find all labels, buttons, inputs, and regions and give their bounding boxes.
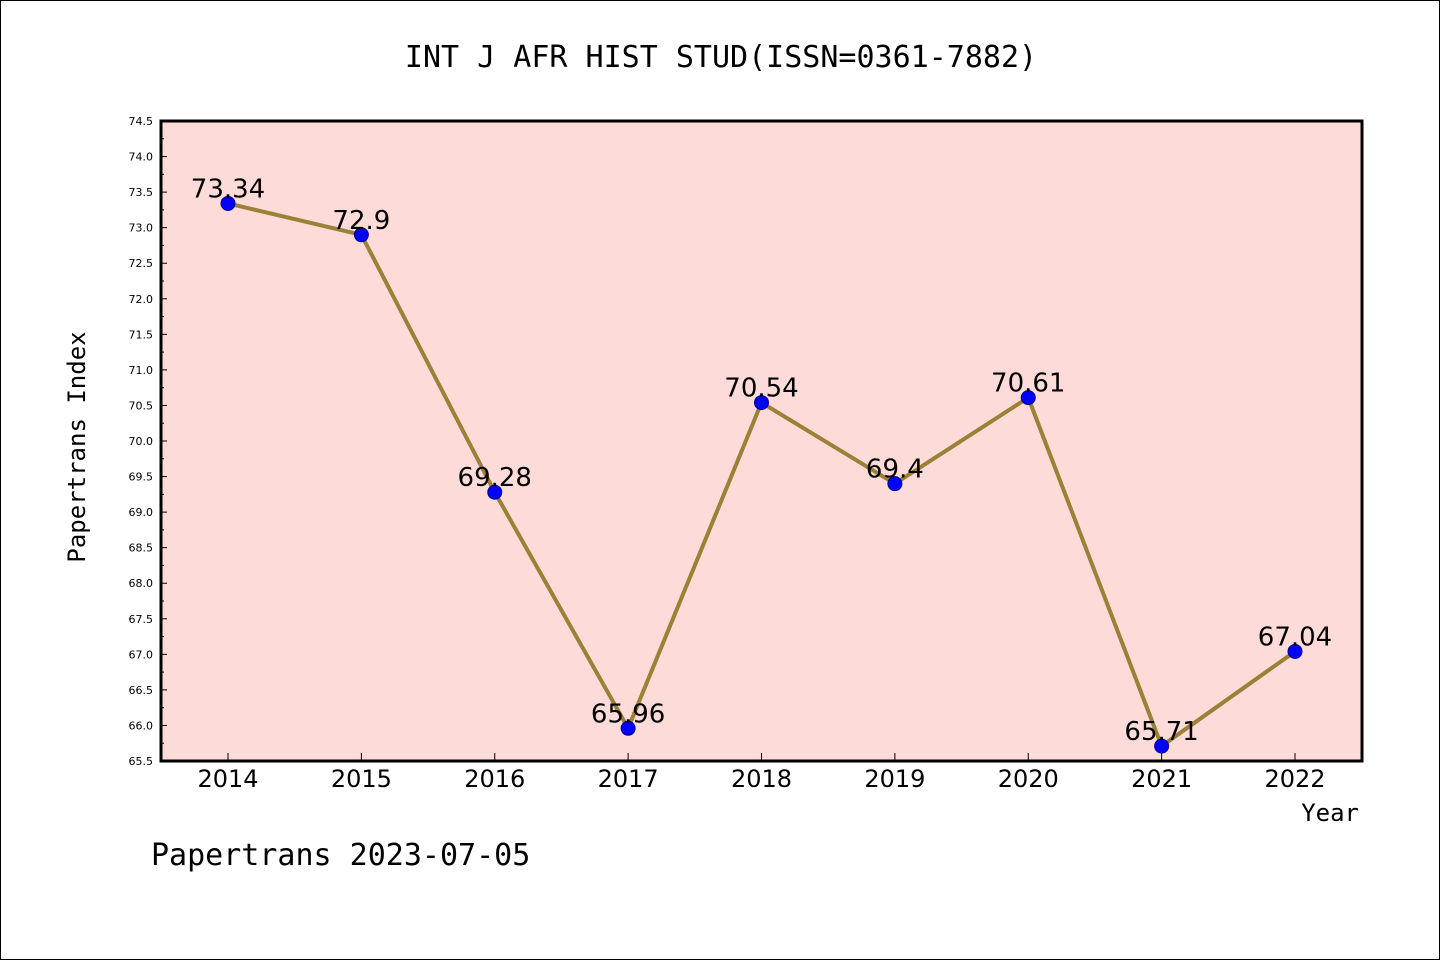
x-axis: 2014 2015 2016 2017 2018 2019 2020 2021 2022 [197,753,1326,793]
y-tick-label: 67.5 [129,613,154,626]
x-tick-label: 2017 [598,765,659,793]
y-tick-label: 68.0 [129,577,154,590]
plot-border [159,119,1364,763]
data-point [487,484,503,500]
data-labels: 73.34 72.9 69.28 65.96 70.54 69.4 70.61 65.71 67… [191,174,1332,747]
x-tick-label: 2016 [464,765,525,793]
x-axis-label: Year [1301,799,1359,827]
data-point [353,227,369,243]
data-label: 65.96 [591,699,665,729]
data-label: 72.9 [332,206,390,236]
y-tick-label: 69.0 [129,506,154,519]
data-markers [220,195,1303,754]
data-point [620,720,636,736]
y-axis: 65.5 66.0 66.5 67.0 67.5 68.0 68.5 69.0 69.5 70.0… [129,115,167,768]
x-tick-label: 2021 [1131,765,1192,793]
y-tick-label: 72.0 [129,293,154,306]
data-point [1154,738,1170,754]
y-tick-label: 73.5 [129,186,154,199]
y-tick-label: 72.5 [129,257,154,270]
x-tick-label: 2014 [197,765,258,793]
y-tick-label: 73.0 [129,222,154,235]
y-tick-label: 70.5 [129,399,154,412]
y-tick-label: 69.5 [129,471,154,484]
y-tick-label: 67.0 [129,648,154,661]
data-point [1020,390,1036,406]
y-axis-label: Papertrans Index [63,331,91,562]
y-tick-label: 66.0 [129,719,154,732]
y-tick-label: 74.5 [129,115,154,128]
data-label: 69.28 [458,463,532,493]
data-label: 70.61 [991,369,1065,399]
data-label: 70.54 [724,374,798,404]
y-tick-label: 74.0 [129,151,154,164]
data-label: 67.04 [1258,622,1332,652]
x-tick-label: 2018 [731,765,792,793]
y-tick-label: 71.0 [129,364,154,377]
footer-text: Papertrans 2023-07-05 [151,838,530,873]
x-tick-label: 2015 [331,765,392,793]
data-point [887,476,903,492]
y-tick-label: 65.5 [129,755,154,768]
y-tick-label: 68.5 [129,542,154,555]
y-tick-label: 66.5 [129,684,154,697]
data-point [1287,643,1303,659]
data-point [754,395,769,411]
data-label: 73.34 [191,174,265,204]
y-tick-label: 71.5 [129,328,154,341]
data-label: 69.4 [866,455,924,485]
x-tick-label: 2022 [1264,765,1325,793]
x-tick-label: 2019 [864,765,925,793]
chart-title: INT J AFR HIST STUD(ISSN=0361-7882) [405,40,1037,75]
x-tick-label: 2020 [998,765,1059,793]
data-label: 65.71 [1124,717,1198,747]
y-tick-label: 70.0 [129,435,154,448]
data-point [220,195,236,211]
